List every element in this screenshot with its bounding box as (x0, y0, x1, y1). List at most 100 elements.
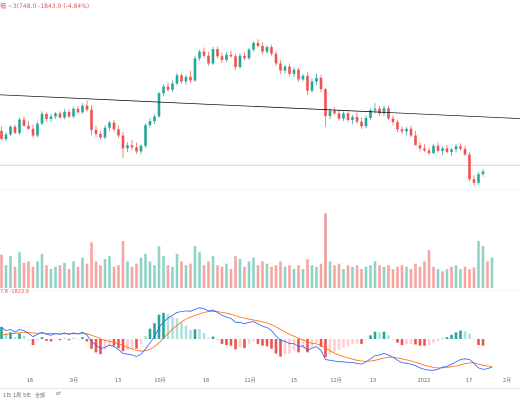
macd-histogram-bar (396, 339, 399, 343)
volume-bar (175, 253, 179, 288)
macd-histogram-bar (40, 337, 44, 339)
candle-body (211, 49, 215, 64)
volume-bar (319, 263, 323, 288)
volume-bar (27, 261, 30, 288)
candle-body (423, 148, 426, 151)
volume-bar (481, 246, 485, 288)
x-tick-label: 16 (27, 378, 33, 384)
volume-bar (243, 266, 246, 288)
macd-histogram-bar (328, 339, 332, 355)
volume-bar (423, 261, 426, 288)
candle-body (234, 56, 237, 68)
volume-bar (274, 265, 278, 288)
macd-histogram-bar (315, 339, 318, 344)
range-button-all[interactable]: 全部 (35, 393, 46, 399)
range-button-5y[interactable]: 5年 (23, 393, 32, 399)
volume-bar (139, 257, 143, 288)
date-range-icon[interactable]: ⇄ (56, 390, 62, 397)
macd-histogram-bar (108, 339, 111, 346)
candle-body (108, 122, 111, 128)
macd-histogram-bar (378, 332, 381, 339)
macd-histogram-bar (454, 332, 458, 339)
macd-histogram-bar (67, 339, 71, 341)
macd-histogram-bar (373, 331, 377, 339)
candle-body (202, 51, 206, 56)
volume-bar (328, 261, 332, 288)
macd-histogram-bar (184, 325, 188, 339)
range-button-1d[interactable]: 1日 (3, 393, 12, 399)
volume-bar (337, 263, 341, 288)
volume-bar (306, 259, 309, 288)
volume-bar (220, 266, 224, 288)
macd-histogram-bar (54, 339, 57, 340)
volume-bar (301, 269, 305, 288)
volume-bar (135, 263, 138, 288)
candle-body (153, 116, 156, 122)
candle-body (22, 119, 26, 126)
volume-bar (85, 263, 89, 288)
volume-bar (382, 266, 386, 288)
range-button-1w[interactable]: 1周 (13, 393, 22, 399)
candle-body (391, 118, 395, 123)
volume-bar (81, 257, 84, 288)
volume-bar (148, 261, 152, 288)
candle-body (90, 109, 93, 130)
macd-histogram-bar (31, 339, 35, 346)
volume-bar (99, 265, 102, 288)
macd-histogram-bar (346, 339, 350, 347)
candle-body (220, 56, 224, 60)
candle-body (117, 129, 120, 136)
volume-bar (234, 256, 237, 288)
candle-body (274, 53, 278, 64)
candle-body (63, 111, 66, 118)
volume-bar (279, 261, 282, 288)
candle-body (148, 121, 152, 126)
candle-body (76, 108, 80, 113)
volume-bar (463, 266, 467, 288)
volume-bar (324, 213, 327, 288)
candle-body (229, 54, 233, 57)
candle-body (441, 148, 444, 151)
candle-body (238, 55, 242, 68)
candle-body (130, 145, 134, 148)
candle-body (378, 108, 381, 114)
macd-histogram-bar (265, 339, 269, 347)
candle-body (288, 66, 291, 74)
volume-bar (297, 265, 300, 288)
macd-histogram-bar (130, 339, 134, 349)
x-tick-label: 2月 (503, 378, 511, 384)
macd-histogram-bar (175, 318, 179, 339)
volume-bar (256, 265, 260, 288)
macd-histogram-bar (81, 337, 84, 339)
macd-histogram-bar (270, 339, 273, 349)
macd-histogram-bar (126, 339, 129, 350)
volume-bar (355, 265, 359, 288)
trendline (0, 94, 520, 119)
price-change-readout: 幅 ~3(748.0 -1843.0 (-4.84%) (0, 3, 90, 10)
macd-histogram-bar (148, 328, 152, 339)
candle-body (297, 69, 300, 80)
volume-bar (414, 263, 417, 288)
volume-bar (67, 269, 71, 288)
volume-bar (292, 269, 296, 288)
macd-histogram-bar (162, 312, 165, 339)
macd-histogram-bar (369, 335, 372, 339)
candle-body (427, 150, 431, 153)
macd-histogram-bar (22, 335, 26, 339)
candle-body (396, 122, 399, 130)
volume-bar (391, 269, 395, 288)
volume-bar (184, 265, 188, 288)
macd-histogram-bar (85, 339, 89, 342)
volume-bar (126, 261, 129, 288)
x-tick-label: 11月 (244, 378, 255, 384)
volume-bar (472, 267, 476, 288)
candle-body (337, 113, 341, 119)
macd-histogram-bar (450, 334, 453, 339)
candle-body (94, 129, 98, 134)
volume-bar (112, 266, 116, 288)
candle-body (256, 42, 260, 46)
macd-histogram-bar (220, 339, 224, 344)
volume-bar (247, 261, 251, 288)
candle-body (351, 116, 354, 121)
